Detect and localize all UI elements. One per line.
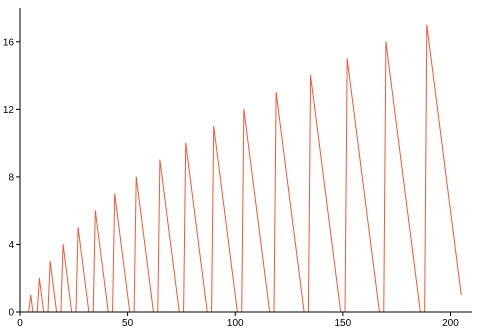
y-ticks: 0 4 8 12 16 <box>3 37 20 319</box>
x-ticks: 0 50 100 150 200 <box>17 312 459 329</box>
series-line <box>28 24 462 313</box>
x-tick-label: 100 <box>227 318 244 329</box>
x-tick-label: 50 <box>122 318 134 329</box>
y-tick-label: 8 <box>8 172 14 183</box>
x-tick-label: 200 <box>442 318 459 329</box>
series-layer <box>28 24 462 313</box>
axes <box>19 8 472 313</box>
y-tick-label: 16 <box>3 37 15 48</box>
x-tick-label: 150 <box>335 318 352 329</box>
y-tick-label: 4 <box>8 240 14 251</box>
x-tick-label: 0 <box>17 318 23 329</box>
y-tick-label: 0 <box>8 308 14 319</box>
y-tick-label: 12 <box>3 105 15 116</box>
